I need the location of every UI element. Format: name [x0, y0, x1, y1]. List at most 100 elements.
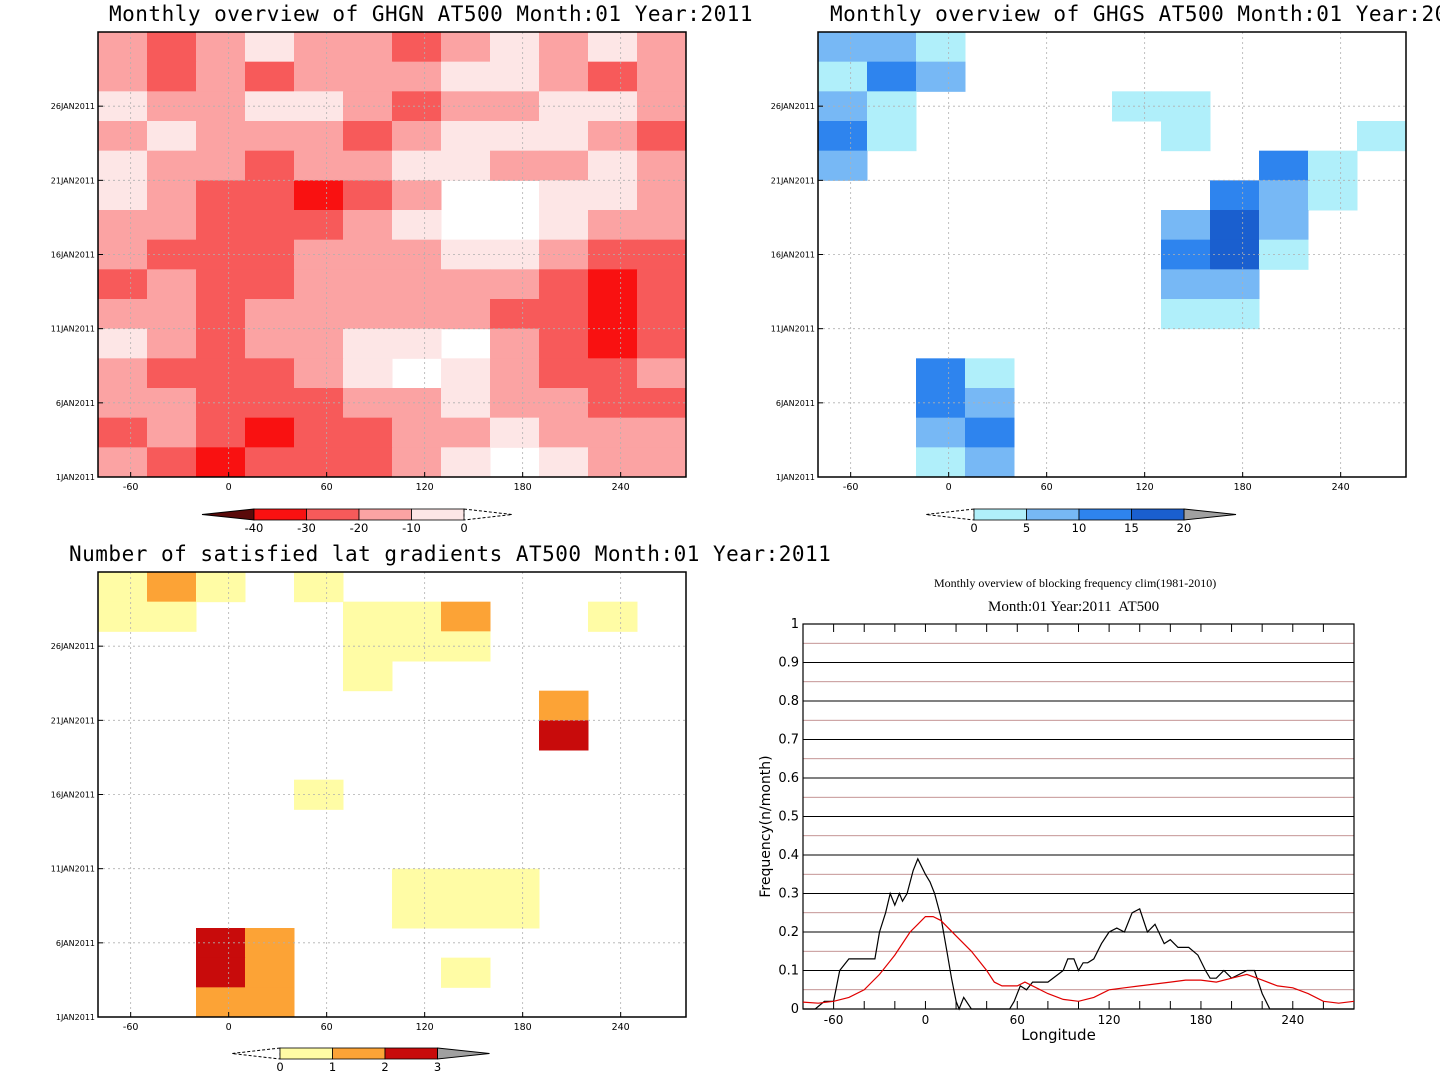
y-tick-label: 0.4 — [778, 848, 799, 863]
y-tick-label: 11JAN2011 — [51, 325, 95, 334]
heatmap-cell — [637, 417, 687, 448]
x-tick-label: 120 — [416, 482, 434, 493]
ghgn-title: Monthly overview of GHGN AT500 Month:01 … — [109, 2, 754, 26]
heatmap-cell — [588, 239, 638, 270]
heatmap-cell — [588, 91, 638, 122]
colorbar: 0 5 10 15 20 — [925, 508, 1237, 535]
heatmap-cell — [588, 358, 638, 389]
heatmap-cell — [343, 601, 393, 632]
heatmap-cell — [1161, 269, 1211, 300]
y-tick-label: 11JAN2011 — [771, 325, 815, 334]
heatmap-cell — [441, 417, 491, 448]
colorbar-label: -10 — [402, 521, 421, 535]
heatmap-cell — [196, 957, 246, 988]
heatmap-cell — [196, 180, 246, 211]
heatmap-cell — [637, 328, 687, 359]
colorbar-segment — [332, 1047, 386, 1060]
heatmap-cell — [818, 121, 868, 152]
heatmap-cell — [294, 328, 344, 359]
heatmap-cell — [539, 299, 589, 330]
heatmap-cell — [147, 32, 197, 63]
colorbar-segment — [306, 508, 360, 521]
x-tick-label: 120 — [1136, 482, 1154, 493]
lat-chart: -60 0 60 120 180 2401JAN20116JAN201111JAN2011… — [51, 571, 687, 1074]
heatmap-cell — [294, 32, 344, 63]
heatmap-cell — [196, 210, 246, 241]
heatmap-cell — [343, 269, 393, 300]
colorbar-label: 3 — [434, 1060, 441, 1074]
colorbar-label: 0 — [460, 521, 467, 535]
heatmap-cell — [392, 32, 442, 63]
colorbar-label: -40 — [245, 521, 264, 535]
heatmap-cell — [916, 447, 966, 478]
heatmap-cell — [588, 601, 638, 632]
heatmap-cell — [916, 358, 966, 389]
heatmap-cell — [343, 299, 393, 330]
heatmap-cell — [818, 61, 868, 92]
heatmap-cell — [147, 601, 197, 632]
heatmap-cell — [588, 180, 638, 211]
heatmap-cell — [588, 388, 638, 419]
y-tick-label: 0 — [791, 1002, 799, 1017]
heatmap-cell — [245, 121, 295, 152]
heatmap-cell — [294, 447, 344, 478]
heatmap-cell — [147, 121, 197, 152]
heatmap-cell — [637, 121, 687, 152]
x-tick-label: -60 — [123, 482, 139, 493]
y-tick-label: 0.3 — [778, 887, 799, 902]
heatmap-cell — [343, 661, 393, 692]
heatmap-cell — [1210, 180, 1260, 211]
heatmap-cell — [867, 61, 917, 92]
x-tick-label: -60 — [824, 1013, 844, 1027]
colorbar-end-right — [437, 1047, 490, 1060]
heatmap-cell — [490, 898, 540, 929]
heatmap-cell — [539, 150, 589, 181]
heatmap-cell — [588, 210, 638, 241]
heatmap-cell — [147, 299, 197, 330]
heatmap-cell — [343, 180, 393, 211]
heatmap-cell — [392, 868, 442, 899]
heatmap-cell — [1161, 299, 1211, 330]
heatmap-cell — [98, 601, 148, 632]
heatmap-cell — [490, 32, 540, 63]
y-tick-label: 0.5 — [778, 810, 799, 825]
heatmap-cell — [1161, 210, 1211, 241]
heatmap-cell — [392, 898, 442, 929]
heatmap-cell — [196, 61, 246, 92]
heatmap-cell — [818, 150, 868, 181]
x-tick-label: 180 — [1234, 482, 1252, 493]
heatmap-cell — [588, 32, 638, 63]
heatmap-cell — [343, 417, 393, 448]
heatmap-cell — [98, 210, 148, 241]
heatmap-cell — [1259, 180, 1309, 211]
heatmap-cells — [98, 572, 638, 1018]
colorbar-label: 5 — [1023, 521, 1030, 535]
heatmap-cell — [294, 572, 344, 603]
heatmap-cell — [867, 121, 917, 152]
y-tick-label: 21JAN2011 — [51, 176, 95, 185]
heatmap-cell — [147, 417, 197, 448]
heatmap-cell — [196, 572, 246, 603]
colorbar-end-right — [1183, 508, 1237, 521]
ghgs-title: Monthly overview of GHGS AT500 Month:01 … — [830, 2, 1440, 26]
heatmap-cell — [965, 447, 1015, 478]
y-tick-label: 6JAN2011 — [56, 939, 95, 948]
ghgn-chart: -60 0 60 120 180 240 1JAN2011 6JAN2011 11JAN2011… — [51, 31, 687, 535]
x-tick-label: 240 — [612, 1022, 630, 1033]
heatmap-cells — [98, 32, 687, 478]
y-tick-label: 0.2 — [778, 925, 799, 940]
x-tick-label: 60 — [321, 1022, 333, 1033]
heatmap-cells — [818, 32, 1407, 478]
heatmap-cell — [245, 957, 295, 988]
heatmap-cell — [441, 269, 491, 300]
colorbar-segment — [279, 1047, 333, 1060]
heatmap-cell — [539, 61, 589, 92]
heatmap-cell — [392, 150, 442, 181]
heatmap-cell — [392, 121, 442, 152]
heatmap-cell — [490, 269, 540, 300]
y-tick-label: 1JAN2011 — [56, 1013, 95, 1022]
colorbar-end-right — [463, 508, 513, 521]
colorbar-end-left — [201, 508, 255, 521]
heatmap-cell — [539, 720, 589, 751]
heatmap-cell — [588, 61, 638, 92]
